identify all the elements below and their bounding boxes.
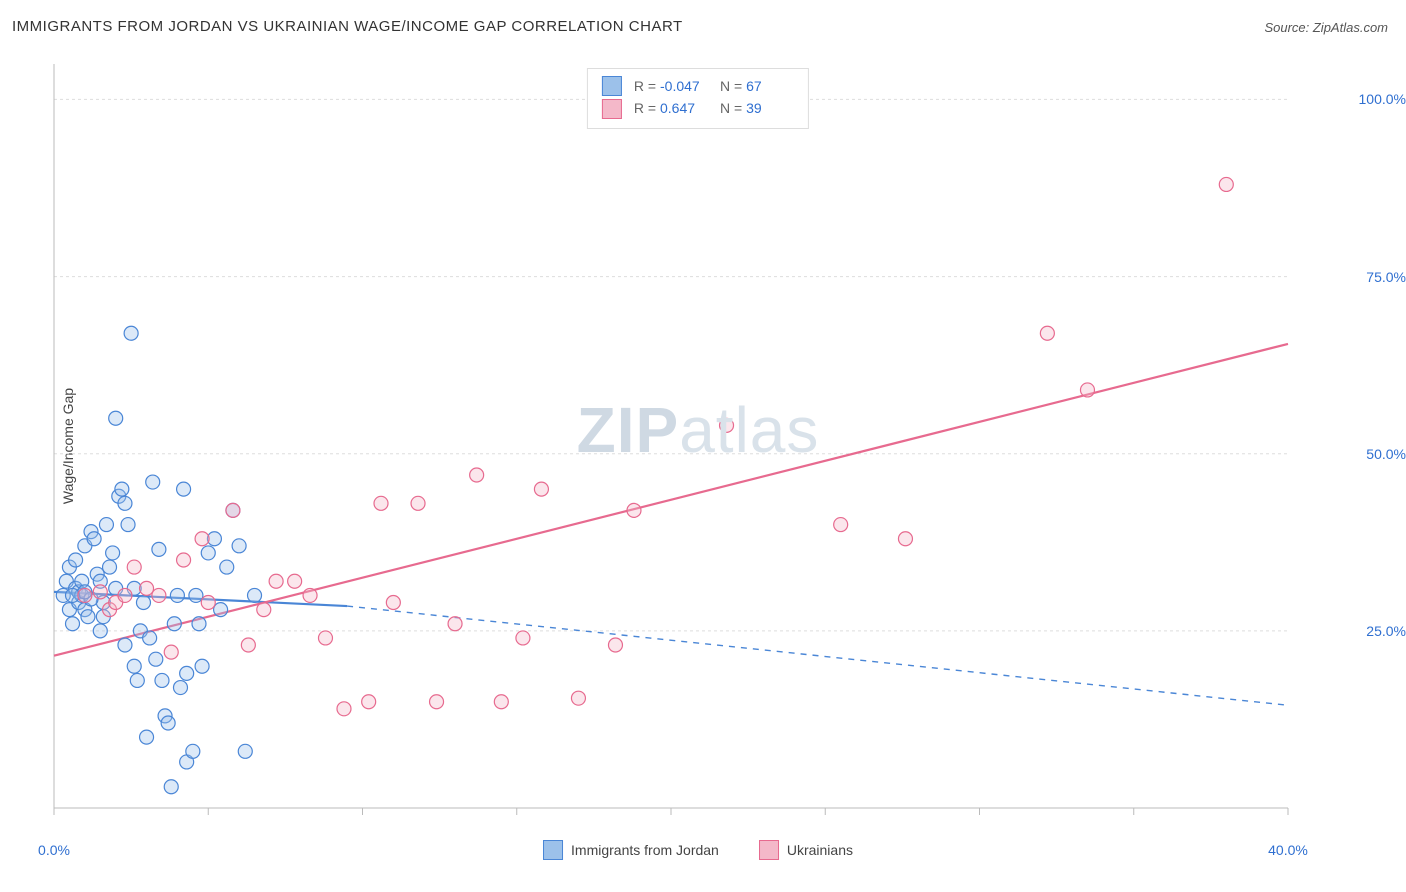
ytick-label: 25.0%: [1366, 623, 1406, 639]
legend-swatch-jordan: [543, 840, 563, 860]
n-value-jordan: 67: [746, 75, 794, 97]
n-value-ukrainians: 39: [746, 97, 794, 119]
swatch-jordan: [602, 76, 622, 96]
r-value-jordan: -0.047: [660, 75, 708, 97]
xtick-label: 40.0%: [1268, 842, 1308, 858]
ytick-label: 75.0%: [1366, 269, 1406, 285]
legend-item-ukrainians: Ukrainians: [759, 840, 853, 860]
stats-row-ukrainians: R = 0.647 N = 39: [602, 97, 794, 119]
chart-title: IMMIGRANTS FROM JORDAN VS UKRAINIAN WAGE…: [12, 18, 683, 35]
xtick-label: 0.0%: [38, 842, 70, 858]
legend-swatch-ukrainians: [759, 840, 779, 860]
chart-container: IMMIGRANTS FROM JORDAN VS UKRAINIAN WAGE…: [0, 0, 1406, 892]
legend-label-ukrainians: Ukrainians: [787, 842, 853, 858]
series-legend: Immigrants from Jordan Ukrainians: [543, 840, 853, 860]
stats-legend: R = -0.047 N = 67 R = 0.647 N = 39: [587, 68, 809, 129]
swatch-ukrainians: [602, 99, 622, 119]
plot-area: ZIPatlas R = -0.047 N = 67 R = 0.647 N =…: [48, 60, 1348, 830]
source-label: Source: ZipAtlas.com: [1264, 20, 1388, 35]
stats-row-jordan: R = -0.047 N = 67: [602, 75, 794, 97]
legend-item-jordan: Immigrants from Jordan: [543, 840, 719, 860]
legend-label-jordan: Immigrants from Jordan: [571, 842, 719, 858]
ytick-label: 100.0%: [1359, 91, 1406, 107]
ytick-label: 50.0%: [1366, 446, 1406, 462]
r-value-ukrainians: 0.647: [660, 97, 708, 119]
scatter-plot-svg: [48, 60, 1348, 830]
